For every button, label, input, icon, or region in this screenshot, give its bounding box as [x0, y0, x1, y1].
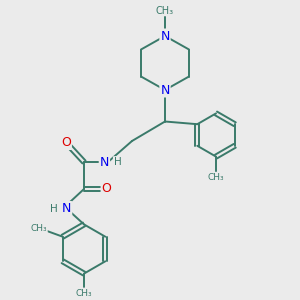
Text: H: H [114, 157, 122, 167]
Text: N: N [160, 29, 170, 43]
Text: N: N [62, 202, 71, 215]
Text: H: H [50, 203, 57, 214]
Text: O: O [61, 136, 71, 149]
Text: CH₃: CH₃ [208, 172, 224, 182]
Text: CH₃: CH₃ [76, 289, 92, 298]
Text: O: O [102, 182, 111, 196]
Text: N: N [100, 155, 109, 169]
Text: CH₃: CH₃ [30, 224, 47, 233]
Text: N: N [160, 83, 170, 97]
Text: CH₃: CH₃ [156, 5, 174, 16]
